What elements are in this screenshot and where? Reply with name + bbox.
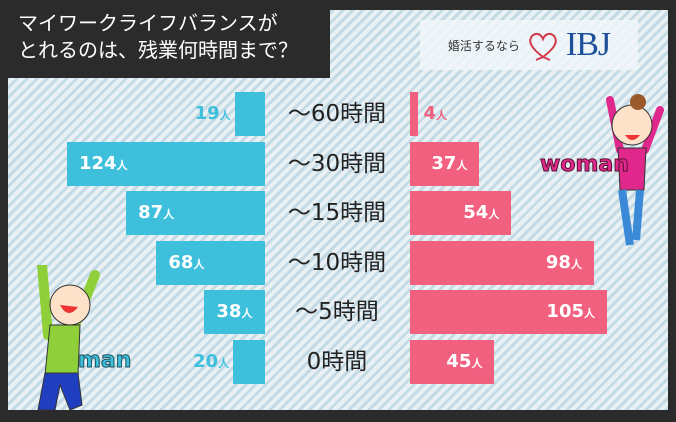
- man-value-label: 20人: [193, 340, 229, 386]
- value: 45: [446, 350, 472, 372]
- woman-illustration: [606, 94, 664, 246]
- chart-title: マイワークライフバランスが とれるのは、残業何時間まで？: [0, 0, 330, 78]
- value: 68: [168, 251, 194, 273]
- woman-value-label: 54人: [463, 191, 499, 237]
- unit: 人: [456, 158, 468, 172]
- man-value-label: 19人: [195, 92, 231, 138]
- category-label: 0時間: [306, 348, 368, 375]
- unit: 人: [488, 208, 500, 221]
- logo-prefix: 婚活するなら: [447, 38, 520, 53]
- ibj-logo: 婚活するなら IBJ: [420, 20, 638, 70]
- woman-value-label: 98人: [546, 241, 582, 287]
- woman-bar: [410, 141, 480, 186]
- value: 98: [545, 251, 571, 273]
- man-value-label: 124人: [79, 142, 128, 188]
- category-label: 〜10時間: [287, 249, 387, 276]
- unit: 人: [570, 257, 582, 271]
- category-label: 〜5時間: [295, 299, 379, 325]
- woman-value-label: 45人: [446, 340, 482, 386]
- value: 124: [79, 152, 117, 174]
- value: 4: [423, 103, 437, 124]
- value: 87: [138, 202, 164, 223]
- logo-brand: IBJ: [565, 26, 611, 63]
- heart-icon: [529, 32, 557, 61]
- category-label: 〜15時間: [287, 200, 387, 226]
- title-line-1: マイワークライフバランスが: [18, 11, 278, 35]
- value: 19: [194, 103, 220, 124]
- unit: 人: [584, 307, 595, 320]
- unit: 人: [471, 356, 483, 370]
- man-bar: [234, 92, 265, 136]
- woman-label: woman: [540, 152, 630, 178]
- value: 38: [216, 301, 242, 322]
- value: 54: [463, 202, 489, 223]
- unit: 人: [219, 109, 231, 122]
- unit: 人: [193, 257, 205, 271]
- unit: 人: [218, 356, 230, 370]
- woman-bar: [410, 240, 594, 285]
- woman-bar: [410, 92, 418, 136]
- man-value-label: 68人: [168, 241, 204, 287]
- man-bar: [233, 339, 265, 384]
- value: 37: [431, 152, 457, 174]
- title-line-2: とれるのは、残業何時間まで？: [18, 38, 298, 62]
- category-label: 〜30時間: [287, 150, 387, 177]
- woman-bar: [410, 339, 495, 384]
- woman-value-label: 37人: [431, 142, 467, 188]
- man-bar: [126, 191, 265, 235]
- category-label: 〜60時間: [287, 101, 387, 127]
- man-illustration: [37, 265, 100, 411]
- unit: 人: [163, 208, 175, 221]
- man-bar: [156, 240, 265, 285]
- woman-value-label: 4人: [424, 92, 448, 138]
- unit: 人: [241, 307, 253, 320]
- man-bar: [204, 290, 265, 334]
- value: 105: [546, 301, 584, 322]
- unit: 人: [436, 109, 448, 122]
- woman-bar: [410, 191, 512, 235]
- woman-value-label: 105人: [546, 290, 595, 336]
- man-value-label: 38人: [216, 290, 252, 336]
- man-label: man: [77, 348, 132, 374]
- unit: 人: [116, 158, 128, 172]
- man-bar: [67, 141, 265, 186]
- value: 20: [193, 350, 219, 372]
- woman-bar: [410, 290, 607, 334]
- man-value-label: 87人: [138, 191, 174, 237]
